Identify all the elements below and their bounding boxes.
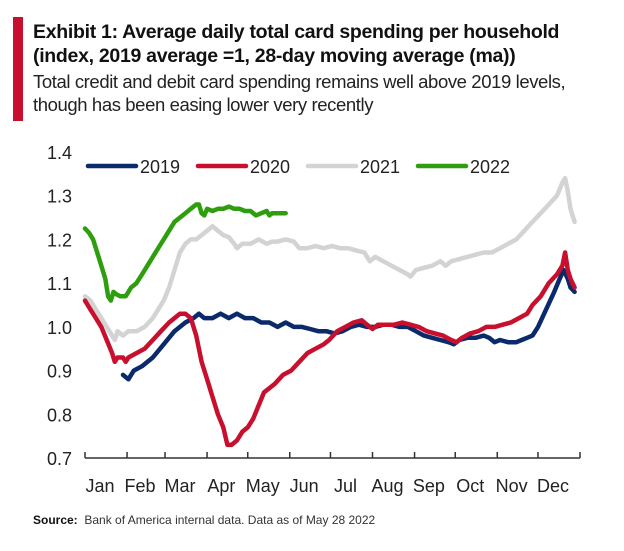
source-text: Bank of America internal data. Data as o… xyxy=(84,513,376,527)
x-tick-label: Nov xyxy=(496,476,528,496)
x-tick-label: Oct xyxy=(456,476,484,496)
title-accent-bar xyxy=(13,17,23,121)
legend-label-2020: 2020 xyxy=(250,157,290,177)
legend-label-2022: 2022 xyxy=(470,157,510,177)
x-axis xyxy=(84,452,581,459)
x-tick-label: Sep xyxy=(413,476,445,496)
series-line-2022 xyxy=(82,202,288,303)
y-tick-label: 1.1 xyxy=(47,274,72,294)
x-tick-label: Jan xyxy=(86,476,115,496)
y-tick-label: 1.0 xyxy=(47,318,72,338)
x-tick-label: Dec xyxy=(537,476,569,496)
legend-label-2021: 2021 xyxy=(360,157,400,177)
legend: 2019 2020 2021 2022 xyxy=(85,157,510,177)
y-tick-label: 0.7 xyxy=(47,449,72,469)
y-tick-label: 1.4 xyxy=(47,143,72,163)
y-tick-label: 1.2 xyxy=(47,230,72,250)
chart-title: Exhibit 1: Average daily total card spen… xyxy=(33,21,560,67)
x-tick-label: Apr xyxy=(207,476,235,496)
x-tick-label: Mar xyxy=(165,476,196,496)
source-label: Source: xyxy=(33,513,78,527)
x-tick-label: Jun xyxy=(290,476,319,496)
legend-label-2019: 2019 xyxy=(140,157,180,177)
x-tick-label: Jul xyxy=(334,476,357,496)
series-line-2021 xyxy=(82,175,577,343)
y-tick-label: 0.9 xyxy=(47,362,72,382)
y-tick-label: 0.8 xyxy=(47,405,72,425)
chart-subtitle: Total credit and debit card spending rem… xyxy=(33,71,566,115)
x-axis-month-labels: Jan Feb Mar Apr May Jun Jul Aug Sep Oct Nov Dec xyxy=(86,476,569,496)
y-tick-label: 1.3 xyxy=(47,187,72,207)
x-tick-label: May xyxy=(246,476,280,496)
x-tick-label: Feb xyxy=(125,476,156,496)
series-lines xyxy=(82,175,577,448)
x-tick-label: Aug xyxy=(372,476,404,496)
source-note: Source: Bank of America internal data. D… xyxy=(33,513,375,527)
series-line-2020 xyxy=(82,250,577,448)
y-axis-tick-labels: 0.7 0.8 0.9 1.0 1.1 1.2 1.3 1.4 xyxy=(47,143,72,469)
